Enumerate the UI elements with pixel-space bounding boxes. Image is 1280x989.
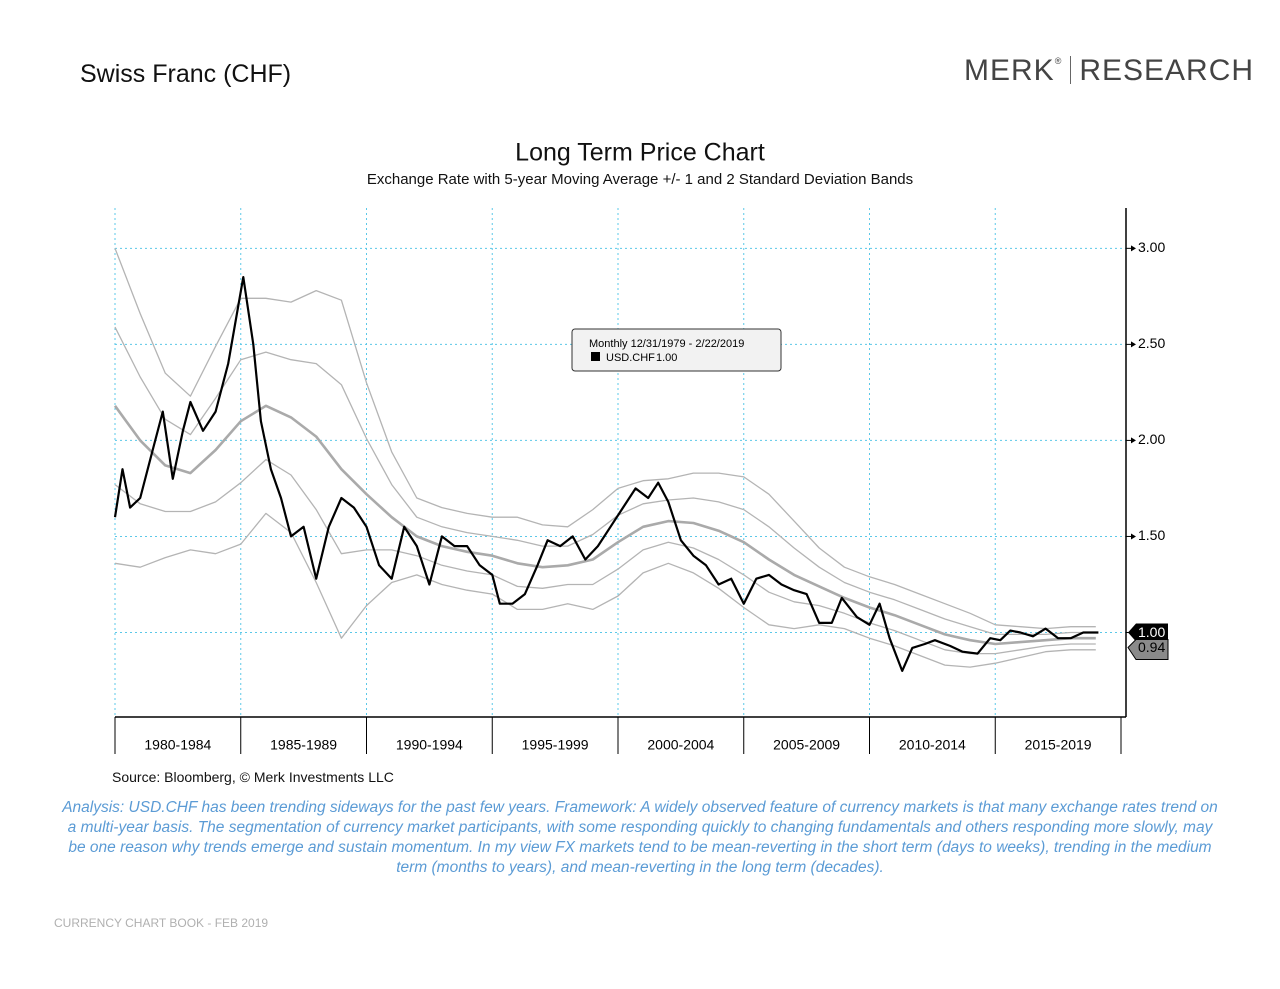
y-tick-label: 2.00 — [1138, 431, 1165, 447]
y-tick-label: 1.50 — [1138, 527, 1165, 543]
x-tick-label: 2015-2019 — [1025, 737, 1092, 753]
legend-box — [571, 328, 782, 372]
y-tick-arrow — [1131, 341, 1136, 348]
logo-main: MERK — [964, 54, 1055, 87]
chart: Long Term Price Chart Exchange Rate with… — [113, 139, 1169, 754]
x-tick-label: 1990-1994 — [396, 737, 463, 753]
band-line — [114, 248, 1096, 630]
last-value-label: 0.94 — [1138, 639, 1165, 655]
x-tick-label: 1995-1999 — [522, 737, 589, 753]
y-tick-arrow — [1131, 245, 1136, 252]
band-line — [113, 404, 1096, 646]
last-value-box — [1127, 638, 1169, 660]
x-tick-label: 2005-2009 — [773, 737, 840, 753]
chart-subtitle: Exchange Rate with 5-year Moving Average… — [367, 171, 913, 188]
y-tick-arrow — [1131, 437, 1136, 444]
band-line — [114, 458, 1096, 655]
legend-header: Monthly 12/31/1979 - 2/22/2019 — [589, 338, 744, 350]
logo-separator — [1070, 56, 1072, 84]
legend: Monthly 12/31/1979 - 2/22/2019 USD.CHF 1.0… — [571, 328, 782, 372]
legend-value: 1.00 — [656, 352, 677, 364]
last-value-label: 1.00 — [1138, 624, 1165, 640]
chart-title: Long Term Price Chart — [515, 139, 765, 167]
page-title: Swiss Franc (CHF) — [80, 60, 292, 88]
last-value-box — [1128, 623, 1168, 642]
logo-mark: ® — [1054, 56, 1063, 66]
source: Source: Bloomberg, © Merk Investments LL… — [112, 769, 394, 785]
band-line — [114, 512, 1096, 668]
analysis: Analysis: USD.CHF has been trending side… — [62, 799, 1218, 876]
legend-swatch — [591, 352, 600, 361]
logo-sub: RESEARCH — [1079, 54, 1255, 87]
y-tick-label: 2.50 — [1138, 335, 1165, 351]
footer: CURRENCY CHART BOOK - FEB 2019 — [54, 916, 269, 930]
price-line — [113, 276, 1099, 672]
x-tick-label: 2000-2004 — [647, 737, 714, 753]
y-tick-label: 3.00 — [1138, 239, 1165, 255]
x-tick-label: 1980-1984 — [144, 737, 211, 753]
x-tick-label: 2010-2014 — [899, 737, 966, 753]
y-tick-arrow — [1131, 533, 1136, 540]
legend-label: USD.CHF — [606, 352, 655, 364]
logo: MERK® RESEARCH — [964, 54, 1254, 88]
band-line — [114, 326, 1096, 636]
x-tick-label: 1985-1989 — [270, 737, 337, 753]
